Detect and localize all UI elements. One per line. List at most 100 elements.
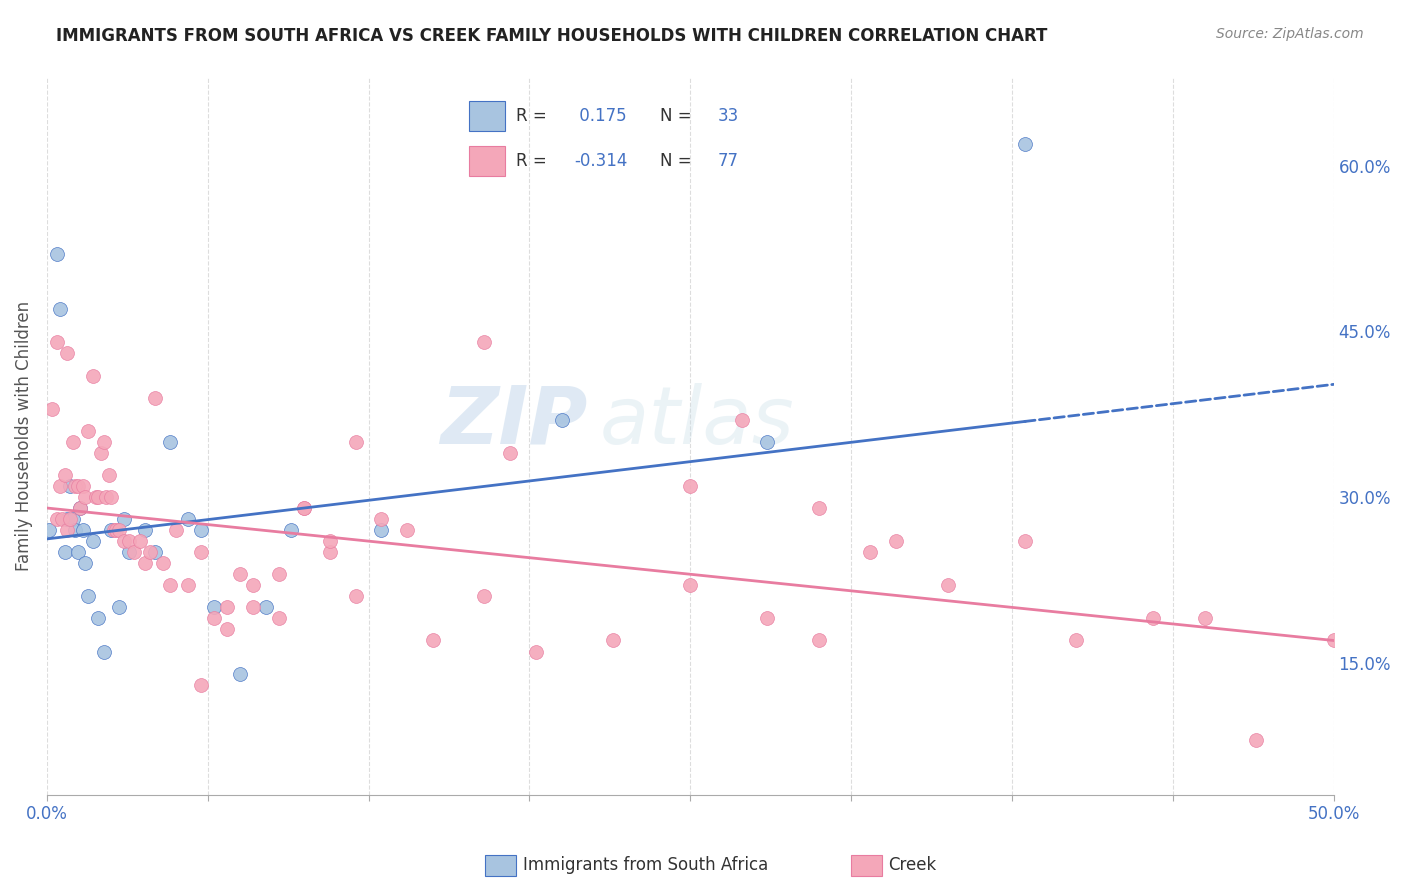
Point bbox=[118, 545, 141, 559]
Point bbox=[229, 567, 252, 582]
Point bbox=[190, 523, 212, 537]
Point bbox=[292, 501, 315, 516]
Point bbox=[124, 545, 146, 559]
Point bbox=[524, 644, 547, 658]
Point bbox=[51, 512, 73, 526]
Point bbox=[1246, 732, 1268, 747]
Point bbox=[190, 545, 212, 559]
Point bbox=[97, 467, 120, 482]
Point bbox=[267, 611, 290, 625]
Text: IMMIGRANTS FROM SOUTH AFRICA VS CREEK FAMILY HOUSEHOLDS WITH CHILDREN CORRELATIO: IMMIGRANTS FROM SOUTH AFRICA VS CREEK FA… bbox=[56, 27, 1047, 45]
Point bbox=[77, 590, 100, 604]
Point bbox=[202, 611, 225, 625]
Point bbox=[103, 523, 125, 537]
Point bbox=[38, 523, 60, 537]
Text: ZIP: ZIP bbox=[440, 383, 588, 461]
Point bbox=[87, 490, 110, 504]
Point bbox=[550, 413, 572, 427]
Point bbox=[49, 302, 72, 317]
Point bbox=[75, 556, 97, 570]
Point bbox=[134, 556, 156, 570]
Point bbox=[756, 434, 779, 449]
Point bbox=[46, 247, 69, 261]
Point bbox=[108, 523, 131, 537]
Point bbox=[46, 512, 69, 526]
Point bbox=[202, 600, 225, 615]
Point bbox=[100, 523, 122, 537]
Point bbox=[242, 578, 264, 592]
Point bbox=[112, 534, 135, 549]
Point bbox=[90, 446, 112, 460]
Point bbox=[49, 479, 72, 493]
Point bbox=[319, 534, 342, 549]
Point bbox=[280, 523, 302, 537]
Point bbox=[62, 512, 84, 526]
Point bbox=[72, 523, 94, 537]
Point bbox=[1142, 611, 1164, 625]
Point bbox=[884, 534, 907, 549]
Point bbox=[165, 523, 187, 537]
Point bbox=[66, 479, 89, 493]
Point bbox=[396, 523, 419, 537]
Point bbox=[190, 678, 212, 692]
Point bbox=[319, 545, 342, 559]
Point bbox=[94, 490, 117, 504]
Point bbox=[53, 467, 76, 482]
Point bbox=[59, 479, 82, 493]
Point bbox=[344, 590, 367, 604]
Point bbox=[1014, 136, 1036, 151]
Point bbox=[69, 501, 91, 516]
Point bbox=[69, 501, 91, 516]
Point bbox=[807, 633, 830, 648]
Point bbox=[215, 600, 238, 615]
Point bbox=[859, 545, 882, 559]
Point bbox=[344, 434, 367, 449]
Point bbox=[143, 391, 166, 405]
Point bbox=[679, 578, 702, 592]
Point bbox=[242, 600, 264, 615]
Point bbox=[499, 446, 522, 460]
Point bbox=[679, 479, 702, 493]
Point bbox=[82, 368, 104, 383]
Point bbox=[370, 512, 392, 526]
Point bbox=[41, 401, 63, 416]
Point bbox=[292, 501, 315, 516]
Point bbox=[756, 611, 779, 625]
Point bbox=[807, 501, 830, 516]
Point bbox=[112, 512, 135, 526]
Point bbox=[134, 523, 156, 537]
Text: Source: ZipAtlas.com: Source: ZipAtlas.com bbox=[1216, 27, 1364, 41]
Point bbox=[93, 644, 115, 658]
Text: Immigrants from South Africa: Immigrants from South Africa bbox=[523, 856, 768, 874]
Point bbox=[177, 578, 200, 592]
Point bbox=[72, 479, 94, 493]
Point bbox=[254, 600, 277, 615]
Point bbox=[118, 534, 141, 549]
Point bbox=[100, 490, 122, 504]
Point bbox=[59, 512, 82, 526]
Point bbox=[66, 545, 89, 559]
Point bbox=[152, 556, 174, 570]
Point bbox=[93, 434, 115, 449]
Point bbox=[936, 578, 959, 592]
Point bbox=[46, 335, 69, 350]
Point bbox=[82, 534, 104, 549]
Point bbox=[139, 545, 162, 559]
Point bbox=[84, 490, 107, 504]
Point bbox=[62, 434, 84, 449]
Point bbox=[105, 523, 128, 537]
Point bbox=[128, 534, 150, 549]
Point bbox=[56, 346, 79, 360]
Point bbox=[1194, 611, 1216, 625]
Point bbox=[159, 578, 181, 592]
Text: Creek: Creek bbox=[889, 856, 936, 874]
Point bbox=[75, 490, 97, 504]
Point bbox=[267, 567, 290, 582]
Y-axis label: Family Households with Children: Family Households with Children bbox=[15, 301, 32, 571]
Point bbox=[87, 611, 110, 625]
Point bbox=[108, 600, 131, 615]
Point bbox=[474, 590, 496, 604]
Point bbox=[422, 633, 444, 648]
Point bbox=[602, 633, 624, 648]
Point bbox=[77, 424, 100, 438]
